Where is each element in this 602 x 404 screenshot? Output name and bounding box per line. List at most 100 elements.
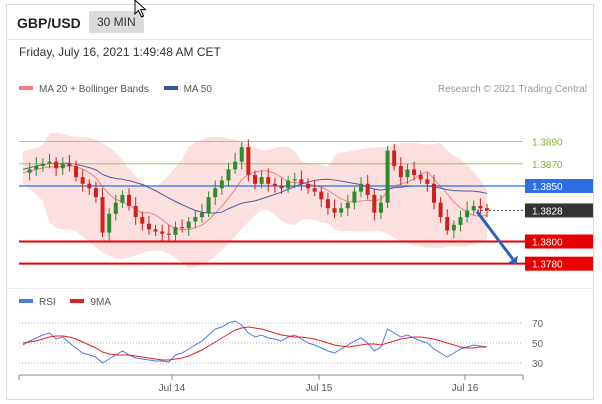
candle-body <box>100 197 105 233</box>
candle-body <box>180 227 185 229</box>
chart-header: GBP/USD 30 MIN <box>7 0 593 40</box>
candle-body <box>60 163 65 169</box>
candle-body <box>438 202 443 218</box>
candle-body <box>325 199 330 209</box>
level-label-1-3828: 1.3828 <box>532 206 563 217</box>
candle-body <box>146 223 151 230</box>
candle-body <box>253 174 257 184</box>
candle-body <box>133 205 138 218</box>
price-chart: 1.3890 1.3870 1.3850 1.3828 1.3800 1.3780 70 50… <box>18 132 593 394</box>
candle-body <box>292 179 297 181</box>
rsi-legend: RSI 9MA <box>19 297 111 308</box>
timeframe-button[interactable]: 30 MIN <box>89 11 144 33</box>
candle-body <box>87 183 92 189</box>
candle-body <box>412 169 417 175</box>
candle-body <box>451 224 456 231</box>
rsi-ma9-line <box>22 326 487 361</box>
candle-body <box>140 217 145 224</box>
candle-body <box>34 166 39 170</box>
candle-body <box>458 217 463 225</box>
candle-body <box>372 194 377 213</box>
candle-body <box>359 183 364 192</box>
candle-body <box>54 161 59 169</box>
rsi-swatch <box>19 299 33 304</box>
candle-body <box>405 169 410 178</box>
candle-body <box>312 188 317 192</box>
candle-body <box>160 231 165 234</box>
candle-body <box>186 221 191 229</box>
ma9-swatch <box>70 299 85 304</box>
forecast-arrow-shaft <box>475 210 515 261</box>
ma50-legend-label: MA 50 <box>183 84 212 95</box>
candle-body <box>279 186 284 189</box>
level-label-1-3780: 1.3780 <box>532 260 563 271</box>
chart-timestamp: Friday, July 16, 2021 1:49:48 AM CET <box>19 45 221 59</box>
ma20-legend-label: MA 20 + Bollinger Bands <box>39 84 149 95</box>
candle-body <box>286 180 291 189</box>
candle-body <box>445 217 450 231</box>
candle-body <box>319 191 324 200</box>
indicator-legend: MA 20 + Bollinger Bands MA 50 <box>19 84 212 95</box>
candle-body <box>199 212 204 218</box>
candle-body <box>306 183 311 189</box>
candle-body <box>206 197 211 213</box>
candle-body <box>272 183 277 187</box>
level-badge-1-3800 <box>525 234 593 249</box>
level-label-1-3870: 1.3870 <box>532 160 563 171</box>
rsi-line <box>22 320 488 364</box>
candle-body <box>27 169 32 173</box>
mouse-cursor-icon <box>134 0 147 18</box>
level-label-1-3890: 1.3890 <box>532 138 563 149</box>
candle-body <box>478 205 483 209</box>
candle-body <box>266 177 271 184</box>
candle-body <box>226 169 231 181</box>
candle-body <box>166 233 171 235</box>
candle-body <box>239 147 244 162</box>
research-credit: Research © 2021 Trading Central <box>437 84 587 95</box>
candle-body <box>431 183 436 203</box>
candle-body <box>93 188 98 198</box>
candle-body <box>80 177 85 184</box>
level-label-1-3850: 1.3850 <box>532 182 563 193</box>
panel-divider <box>7 288 593 289</box>
ma50-swatch <box>163 86 178 91</box>
candle-body <box>259 177 264 184</box>
candle-body <box>352 191 357 203</box>
level-badge-1-3780 <box>525 256 593 271</box>
candle-body <box>365 183 370 195</box>
x-tick-label: Jul 15 <box>306 383 333 394</box>
candle-body <box>425 179 430 184</box>
chart-widget: GBP/USD 30 MIN Friday, July 16, 2021 1:4… <box>6 0 594 400</box>
level-badge-1-3850 <box>525 179 593 194</box>
candle-body <box>120 194 125 203</box>
candle-body <box>299 179 304 184</box>
candle-body <box>471 205 476 211</box>
candle-body <box>339 208 344 213</box>
candle-body <box>173 227 178 235</box>
candle-body <box>246 147 251 175</box>
ma20-swatch <box>19 86 33 91</box>
candle-body <box>465 210 470 218</box>
level-label-1-3800: 1.3800 <box>532 237 563 248</box>
candle-body <box>74 166 79 178</box>
candle-body <box>193 217 198 222</box>
rsi-legend-label: RSI <box>39 297 56 308</box>
candle-body <box>392 150 397 167</box>
x-tick-label: Jul 14 <box>159 383 186 394</box>
forecast-arrow-head <box>508 255 518 265</box>
candle-body <box>67 163 72 167</box>
x-tick-label: Jul 16 <box>452 383 479 394</box>
candle-body <box>485 208 489 211</box>
candle-body <box>398 166 403 178</box>
bollinger-band <box>23 132 487 268</box>
rsi-tick-label: 30 <box>532 359 544 370</box>
level-badge-1-3828 <box>525 203 593 218</box>
candle-body <box>47 161 52 164</box>
candle-body <box>107 213 112 233</box>
candle-body <box>418 174 423 180</box>
candle-body <box>332 208 337 213</box>
candle-body <box>127 194 132 206</box>
currency-pair-title: GBP/USD <box>17 15 81 31</box>
candle-body <box>113 202 118 214</box>
rsi-tick-label: 70 <box>532 319 544 330</box>
